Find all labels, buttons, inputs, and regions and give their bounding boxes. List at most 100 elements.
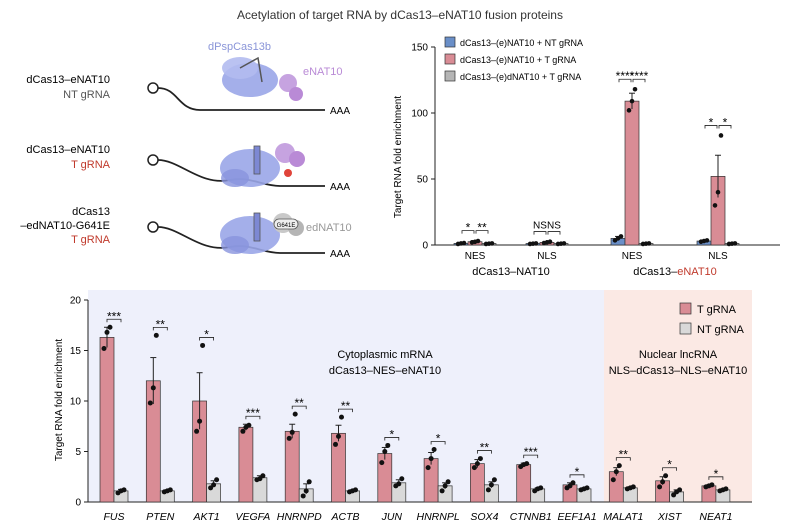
bottom-data-point xyxy=(428,456,434,462)
bottom-category-label: ACTB xyxy=(330,511,359,523)
bottom-data-point xyxy=(524,461,530,467)
bottom-data-point xyxy=(121,487,127,493)
top-data-point xyxy=(626,108,632,113)
bottom-data-point xyxy=(101,345,107,351)
bottom-data-point xyxy=(660,479,666,485)
top-sig-bracket xyxy=(704,125,718,129)
bottom-category-label: PTEN xyxy=(146,511,174,523)
bottom-data-point xyxy=(379,460,385,466)
acetyl-mark xyxy=(284,169,292,177)
construct-3-name-2: –edNAT10-G641E xyxy=(20,220,110,232)
top-data-point xyxy=(561,241,567,246)
top-data-point xyxy=(732,241,738,246)
bottom-data-point xyxy=(485,487,491,493)
bottom-data-point xyxy=(677,487,683,493)
cas13-protein-3 xyxy=(220,212,280,254)
bottom-category-label: XIST xyxy=(657,511,683,523)
bottom-sig-label: ** xyxy=(480,441,490,455)
bottom-data-point xyxy=(570,480,576,486)
top-data-point xyxy=(547,239,553,244)
top-data-point xyxy=(718,133,724,138)
nuclear-region-bg xyxy=(604,290,752,502)
bottom-data-point xyxy=(194,428,200,434)
figure-title: Acetylation of target RNA by dCas13–eNAT… xyxy=(237,8,563,22)
bottom-data-point xyxy=(303,488,309,494)
bottom-bar xyxy=(238,426,254,503)
bottom-category-label: JUN xyxy=(381,511,403,523)
top-sig-label: * xyxy=(466,221,471,235)
bottom-data-point xyxy=(431,446,437,452)
top-data-point xyxy=(715,189,721,195)
bottom-data-point xyxy=(425,465,431,471)
construct-1-name: dCas13–eNAT10 xyxy=(26,74,110,86)
construct-2-grna: T gRNA xyxy=(71,159,111,171)
bottom-y-tick-label: 0 xyxy=(75,498,81,509)
top-y-tick-label: 50 xyxy=(417,175,429,186)
bottom-legend-label: T gRNA xyxy=(697,304,737,316)
construct-enzyme: eNAT10 xyxy=(677,266,717,278)
construct-3-cap xyxy=(147,221,159,233)
bottom-bar xyxy=(470,463,485,503)
bottom-sig-bracket xyxy=(106,318,122,323)
construct-3-polya: AAA xyxy=(330,249,350,260)
bottom-sig-label: *** xyxy=(107,309,121,323)
top-data-point xyxy=(704,238,710,243)
bottom-category-label: HNRNPD xyxy=(277,511,322,523)
nuclear-region-subtitle: NLS–dCas13–NLS–eNAT10 xyxy=(609,365,748,377)
construct-1-rna xyxy=(157,87,325,111)
top-data-point xyxy=(618,234,624,239)
bottom-data-point xyxy=(300,493,306,499)
bottom-sig-bracket xyxy=(384,437,400,441)
top-group-label: NES xyxy=(465,251,486,262)
bottom-data-point xyxy=(488,482,494,488)
bottom-data-point xyxy=(260,473,266,479)
cytoplasmic-region-subtitle: dCas13–NES–eNAT10 xyxy=(329,365,441,377)
bottom-data-point xyxy=(584,485,590,491)
top-sig-bracket xyxy=(718,125,732,129)
top-legend-swatch xyxy=(444,53,456,65)
dead-enat10-protein xyxy=(273,213,304,236)
bottom-data-point xyxy=(353,487,358,493)
bottom-data-point xyxy=(613,469,619,475)
bottom-data-point xyxy=(663,473,669,479)
construct-2-name: dCas13–eNAT10 xyxy=(26,144,110,156)
top-sig-bracket xyxy=(533,231,547,235)
construct-1-cap xyxy=(147,82,159,94)
bottom-data-point xyxy=(477,456,483,462)
top-y-tick-label: 150 xyxy=(411,43,428,54)
bottom-data-point xyxy=(399,476,405,482)
bottom-sig-bracket xyxy=(199,337,214,341)
bottom-sig-label: ** xyxy=(341,399,351,413)
dead-enzyme-label: edNAT10 xyxy=(306,222,352,234)
top-data-point xyxy=(646,241,652,246)
top-legend-label: dCas13–(e)NAT10 + T gRNA xyxy=(460,55,576,65)
bottom-sig-bracket xyxy=(430,441,446,445)
bottom-category-label: NEAT1 xyxy=(699,511,732,523)
top-sig-bracket xyxy=(618,78,632,83)
top-group-label: NLS xyxy=(708,251,728,262)
bottom-legend-swatch xyxy=(679,302,692,315)
top-legend-label: dCas13–(e)NAT10 + NT gRNA xyxy=(460,38,583,48)
bottom-sig-bracket xyxy=(291,405,307,410)
top-construct-label-2: dCas13–eNAT10 xyxy=(633,266,717,278)
top-legend-label: dCas13–(e)dNAT10 + T gRNA xyxy=(460,72,581,82)
bottom-category-label: MALAT1 xyxy=(603,511,643,523)
bottom-data-point xyxy=(104,329,110,335)
bottom-sig-bracket xyxy=(523,454,539,459)
top-y-axis-label: Target RNA fold enrichment xyxy=(393,96,404,219)
bottom-data-point xyxy=(385,442,391,448)
top-sig-bracket xyxy=(632,78,646,83)
bottom-y-axis-label: Target RNA fold enrichment xyxy=(54,339,65,462)
schematic-panel: dCas13–eNAT10 NT gRNA AAA dPspCas13b eNA… xyxy=(20,41,352,260)
bottom-data-point xyxy=(439,488,445,494)
top-sig-label: **** xyxy=(616,69,635,83)
bottom-sig-bracket xyxy=(338,408,353,413)
top-y-tick-label: 0 xyxy=(422,241,428,252)
mutation-badge: G641E xyxy=(277,223,296,229)
enat10-protein-2 xyxy=(275,143,305,167)
bottom-data-point xyxy=(107,324,113,330)
bottom-bar xyxy=(377,453,393,503)
bottom-data-point xyxy=(333,441,338,447)
bottom-data-point xyxy=(292,411,298,417)
bottom-sig-label: * xyxy=(204,327,209,341)
